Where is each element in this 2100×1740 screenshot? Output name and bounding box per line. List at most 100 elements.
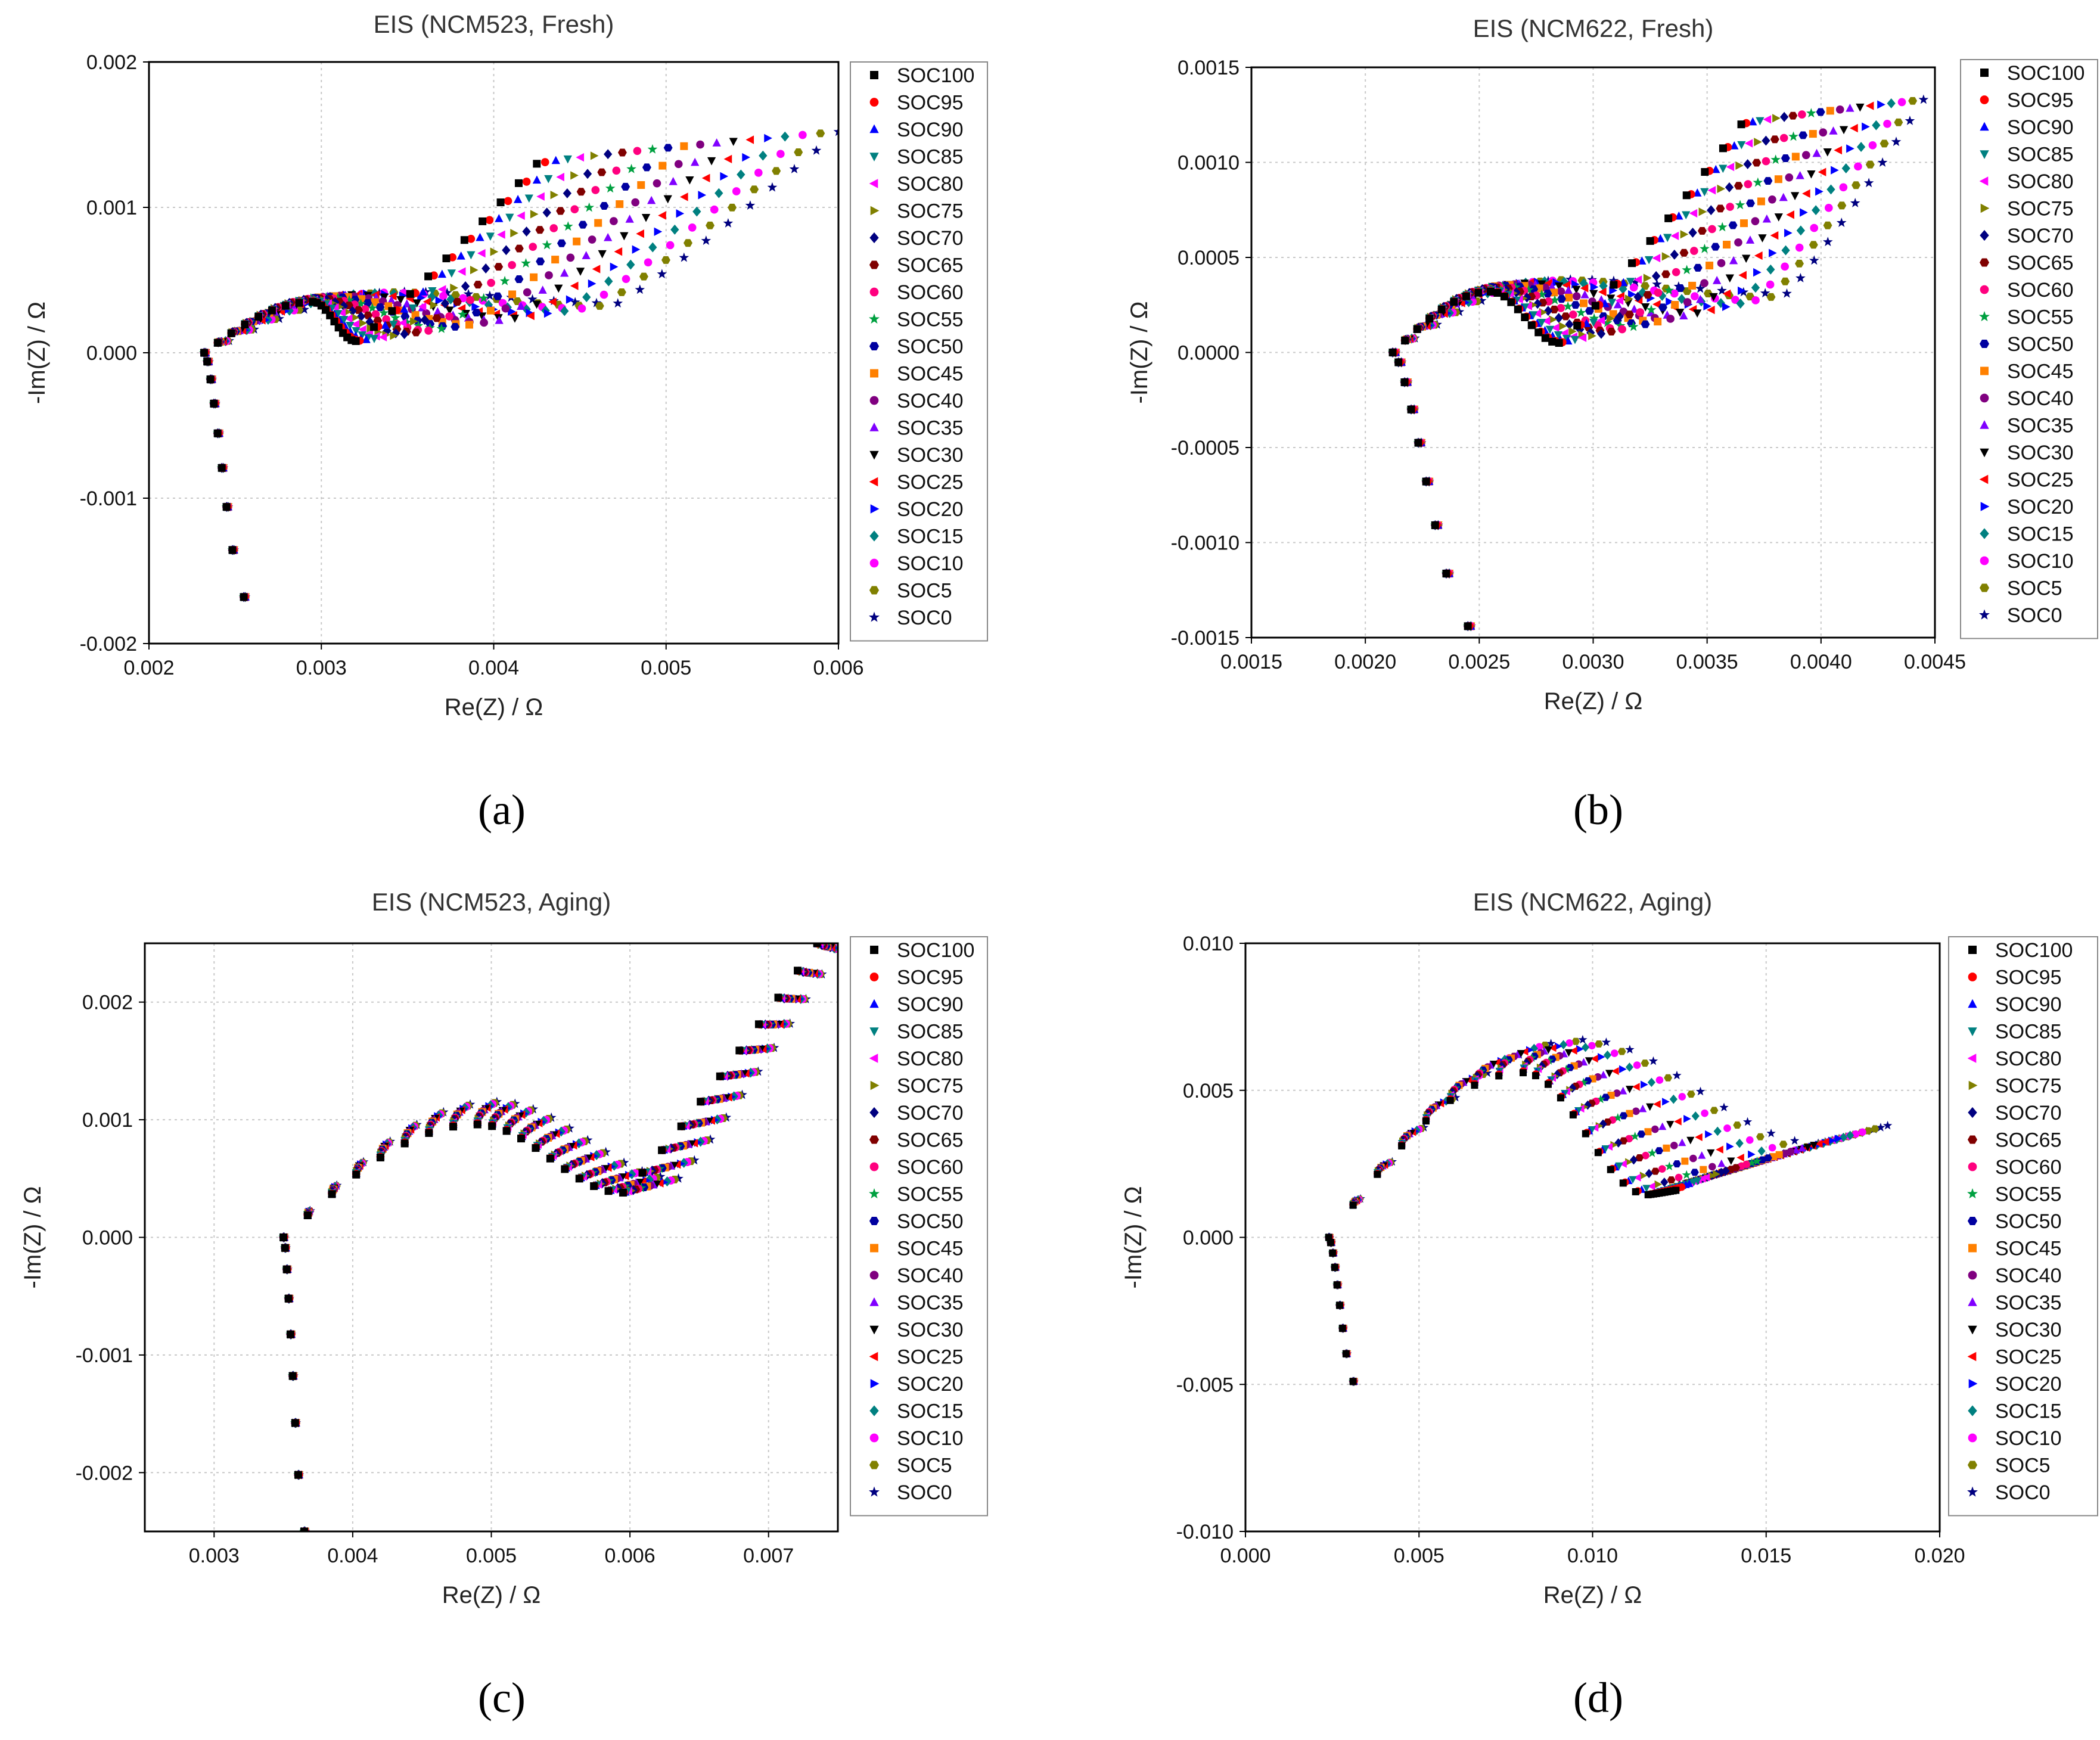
y-tick-label: -0.0015 [1171, 627, 1240, 650]
legend-label: SOC10 [1995, 1427, 2062, 1450]
legend-label: SOC30 [1995, 1319, 2062, 1341]
legend-label: SOC95 [2007, 89, 2074, 112]
y-axis-label: -Im(Z) / Ω [24, 302, 50, 404]
data-point-soc100 [658, 1146, 666, 1154]
data-point-soc60 [487, 278, 495, 287]
legend-marker [869, 1027, 879, 1036]
legend-marker [1968, 1297, 1977, 1306]
data-point-soc30 [1807, 170, 1816, 179]
data-point-soc85 [563, 155, 572, 164]
y-tick-label: -0.010 [1176, 1521, 1234, 1543]
data-point-soc65 [1661, 270, 1670, 278]
data-point-soc15 [1647, 1077, 1655, 1088]
data-point-soc0 [1546, 1039, 1556, 1048]
data-point-soc55 [1647, 1148, 1657, 1157]
plot-frame [1250, 66, 1936, 639]
legend-marker [869, 477, 878, 487]
data-point-soc0 [1476, 296, 1487, 305]
data-point-soc100 [213, 338, 222, 347]
data-point-soc65 [1667, 1176, 1676, 1184]
data-point-soc10 [1854, 162, 1862, 171]
data-point-soc90 [400, 304, 409, 313]
legend-label: SOC60 [2007, 279, 2074, 302]
data-point-soc75 [1713, 1170, 1720, 1178]
data-point-soc100 [1544, 1080, 1552, 1088]
data-point-soc50 [578, 220, 588, 229]
data-point-soc15 [1735, 1138, 1744, 1148]
data-point-soc5 [1733, 1121, 1742, 1129]
chart-title: EIS (NCM523, Aging) [372, 888, 611, 916]
data-point-soc50 [663, 144, 673, 152]
legend-marker [869, 586, 880, 595]
data-point-soc20 [720, 172, 729, 181]
data-point-soc65 [576, 188, 586, 196]
x-tick-label: 0.0030 [1562, 651, 1624, 673]
data-point-soc30 [598, 250, 607, 259]
data-point-soc30 [729, 138, 738, 147]
data-point-soc85 [1694, 1177, 1702, 1185]
data-point-soc0 [527, 294, 538, 304]
data-point-soc70 [1688, 227, 1697, 238]
data-point-soc45 [358, 295, 366, 303]
data-point-soc30 [576, 268, 585, 276]
data-point-soc5 [1641, 1059, 1649, 1067]
y-tick-label: 0.002 [86, 51, 137, 74]
plot-frame [144, 942, 839, 1533]
data-point-soc45 [1774, 175, 1782, 184]
data-point-soc45 [1654, 318, 1662, 326]
data-point-soc35 [1548, 282, 1557, 291]
data-point-soc75 [1624, 294, 1633, 303]
data-markers [1324, 1034, 1893, 1387]
data-point-soc100 [281, 302, 290, 310]
data-point-soc20 [1753, 268, 1762, 277]
data-point-soc0 [570, 297, 580, 307]
legend-marker [870, 71, 878, 79]
data-point-soc90 [1748, 117, 1757, 126]
data-point-soc100 [281, 1244, 289, 1252]
data-point-soc60 [1708, 225, 1716, 234]
data-point-soc0 [1836, 218, 1847, 227]
data-point-soc40 [1787, 1148, 1795, 1155]
data-point-soc65 [1635, 1154, 1644, 1161]
data-point-soc0 [442, 287, 452, 297]
data-point-soc65 [556, 207, 566, 215]
data-point-soc25 [1674, 1117, 1682, 1126]
data-point-soc25 [1818, 167, 1826, 176]
legend-marker [1968, 1244, 1977, 1253]
data-point-soc45 [551, 256, 560, 264]
data-point-soc100 [677, 1122, 685, 1130]
data-point-soc0 [635, 284, 645, 294]
data-point-soc30 [707, 157, 716, 166]
data-point-soc65 [597, 168, 607, 176]
data-point-soc5 [1686, 1090, 1695, 1098]
data-point-soc100 [1422, 1117, 1430, 1125]
legend-label: SOC70 [897, 1102, 964, 1124]
data-point-soc80 [457, 267, 466, 276]
data-point-soc55 [1788, 131, 1798, 141]
legend-marker [1968, 1162, 1977, 1172]
data-point-soc45 [465, 321, 473, 329]
data-point-soc30 [1742, 254, 1751, 263]
y-tick-label: 0.001 [82, 1109, 133, 1132]
data-point-soc80 [576, 153, 585, 162]
data-point-soc30 [445, 306, 454, 315]
legend-marker [869, 1461, 880, 1469]
data-point-soc0 [1648, 1056, 1658, 1065]
data-point-soc90 [1693, 188, 1702, 197]
data-point-soc100 [473, 1120, 481, 1129]
data-point-soc5 [617, 288, 626, 296]
legend-marker [1968, 1405, 1977, 1416]
data-point-soc5 [1865, 160, 1875, 169]
data-point-soc80 [1524, 302, 1532, 310]
data-point-soc100 [1414, 439, 1422, 447]
data-point-soc85 [1700, 188, 1709, 197]
data-point-soc20 [1619, 1065, 1627, 1073]
data-point-soc80 [1596, 316, 1605, 325]
legend-marker [1980, 150, 1989, 159]
data-point-soc65 [514, 244, 524, 253]
data-point-soc55 [1576, 307, 1586, 317]
data-point-soc85 [340, 316, 349, 324]
data-point-soc45 [637, 181, 645, 189]
data-point-soc5 [728, 203, 737, 212]
data-point-soc35 [1729, 256, 1738, 265]
